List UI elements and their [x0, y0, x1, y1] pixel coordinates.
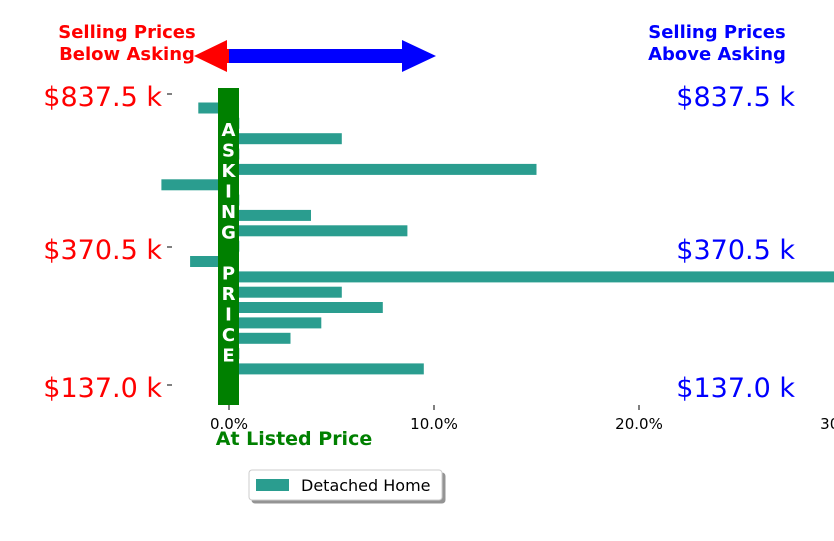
bar [229, 286, 342, 298]
asking-letter: S [222, 141, 235, 162]
asking-letter: P [222, 264, 235, 285]
x-tick-label: 10.0% [410, 415, 458, 433]
asking-price-band [218, 88, 239, 405]
legend-swatch [256, 479, 289, 491]
price-label-right: $370.5 k [676, 235, 795, 266]
x-tick-label: 0.0% [210, 415, 248, 433]
bar [190, 256, 229, 267]
right-arrow-shaft [229, 49, 403, 63]
price-label-left: $837.5 k [43, 82, 162, 113]
bar [229, 332, 291, 344]
bar-series-detached-home [161, 102, 834, 375]
left-arrow-icon [194, 40, 227, 72]
price-label-left: $370.5 k [43, 235, 162, 266]
left-arrow-shaft [226, 49, 230, 63]
asking-letter: N [221, 202, 236, 223]
price-label-left: $137.0 k [43, 373, 162, 404]
x-tick-label: 20.0% [615, 415, 663, 433]
below-asking-label-line1: Selling Prices [58, 22, 195, 43]
bar [229, 363, 424, 375]
bar [229, 225, 408, 237]
bar [198, 102, 230, 114]
at-listed-price-label: At Listed Price [216, 428, 372, 450]
legend-box [248, 469, 443, 501]
asking-letter: A [222, 120, 236, 141]
asking-letter: R [222, 284, 236, 305]
asking-letter: G [221, 223, 236, 244]
bar [161, 179, 229, 191]
right-arrow-icon [402, 40, 436, 72]
asking-letter: C [222, 325, 235, 346]
asking-letter: I [225, 305, 232, 326]
below-asking-label-line2: Below Asking [59, 44, 195, 65]
above-asking-label-line2: Above Asking [648, 44, 786, 65]
bar [229, 271, 834, 283]
asking-letter: E [222, 346, 234, 367]
bar [229, 133, 342, 145]
above-asking-label-line1: Selling Prices [648, 22, 785, 43]
legend: Detached Home [248, 469, 443, 501]
x-axis: 0.0%10.0%20.0%30.0%40.0% [210, 405, 834, 433]
bar [229, 317, 322, 329]
bar [229, 163, 537, 175]
bar [229, 302, 383, 313]
price-label-right: $837.5 k [676, 82, 795, 113]
x-tick-label: 30.0% [820, 415, 834, 433]
bar [229, 209, 311, 221]
legend-label: Detached Home [301, 476, 431, 495]
asking-letter: K [222, 161, 237, 182]
price-label-right: $137.0 k [676, 373, 795, 404]
asking-letter: I [225, 182, 232, 203]
